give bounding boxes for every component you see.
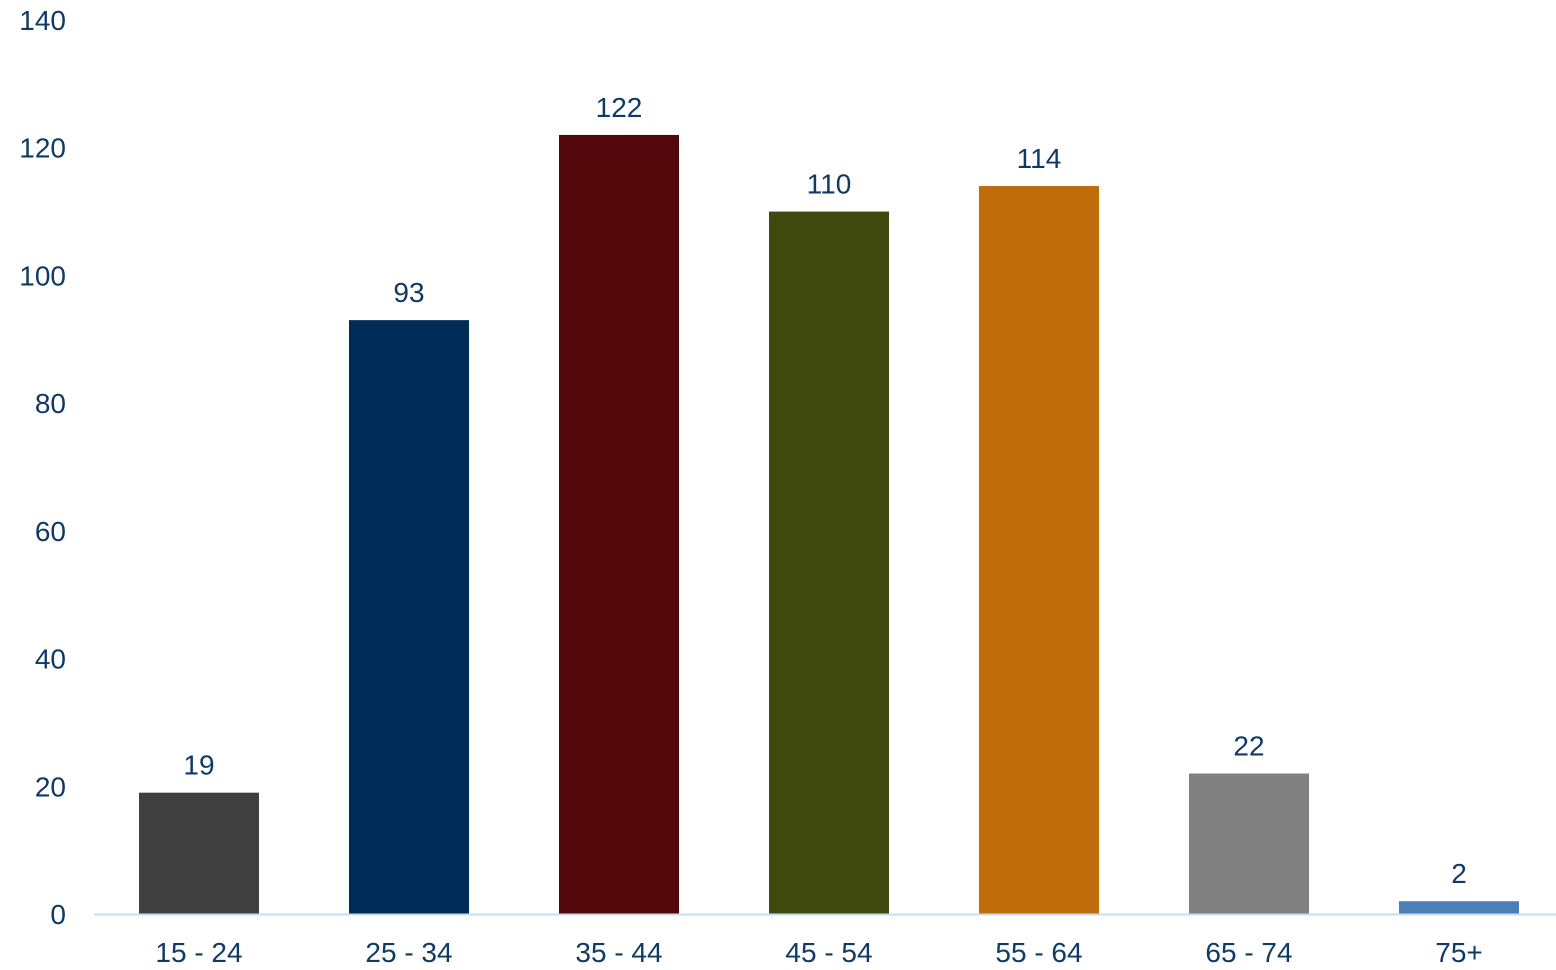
data-label: 110 xyxy=(807,169,852,200)
category-label: 25 - 34 xyxy=(365,937,452,968)
y-tick-label: 100 xyxy=(19,260,66,291)
bar xyxy=(979,186,1099,914)
y-tick-label: 80 xyxy=(35,388,66,419)
category-label: 55 - 64 xyxy=(995,937,1082,968)
y-tick-label: 60 xyxy=(35,516,66,547)
data-label: 93 xyxy=(393,277,424,308)
y-axis-ticks: 0 20 40 60 80 100 120 140 xyxy=(19,5,66,930)
category-label: 65 - 74 xyxy=(1205,937,1292,968)
data-label: 19 xyxy=(183,750,214,781)
data-label: 122 xyxy=(596,92,643,123)
bar xyxy=(769,211,889,915)
data-label: 2 xyxy=(1451,858,1467,889)
bar xyxy=(1399,901,1519,914)
y-tick-label: 140 xyxy=(19,5,66,36)
data-label: 114 xyxy=(1017,143,1062,174)
category-label: 15 - 24 xyxy=(155,937,242,968)
category-label: 35 - 44 xyxy=(575,937,662,968)
category-label: 75+ xyxy=(1435,937,1483,968)
y-tick-label: 120 xyxy=(19,133,66,164)
y-tick-label: 40 xyxy=(35,644,66,675)
y-tick-label: 20 xyxy=(35,771,66,802)
category-labels: 15 - 24 25 - 34 35 - 44 45 - 54 55 - 64 65 - … xyxy=(155,937,1482,968)
data-label: 22 xyxy=(1233,731,1264,762)
bar xyxy=(139,792,259,914)
bars xyxy=(139,134,1519,915)
category-label: 45 - 54 xyxy=(785,937,872,968)
bar xyxy=(349,320,469,915)
bar xyxy=(1189,773,1309,914)
y-tick-label: 0 xyxy=(50,899,66,930)
bar xyxy=(559,134,679,914)
